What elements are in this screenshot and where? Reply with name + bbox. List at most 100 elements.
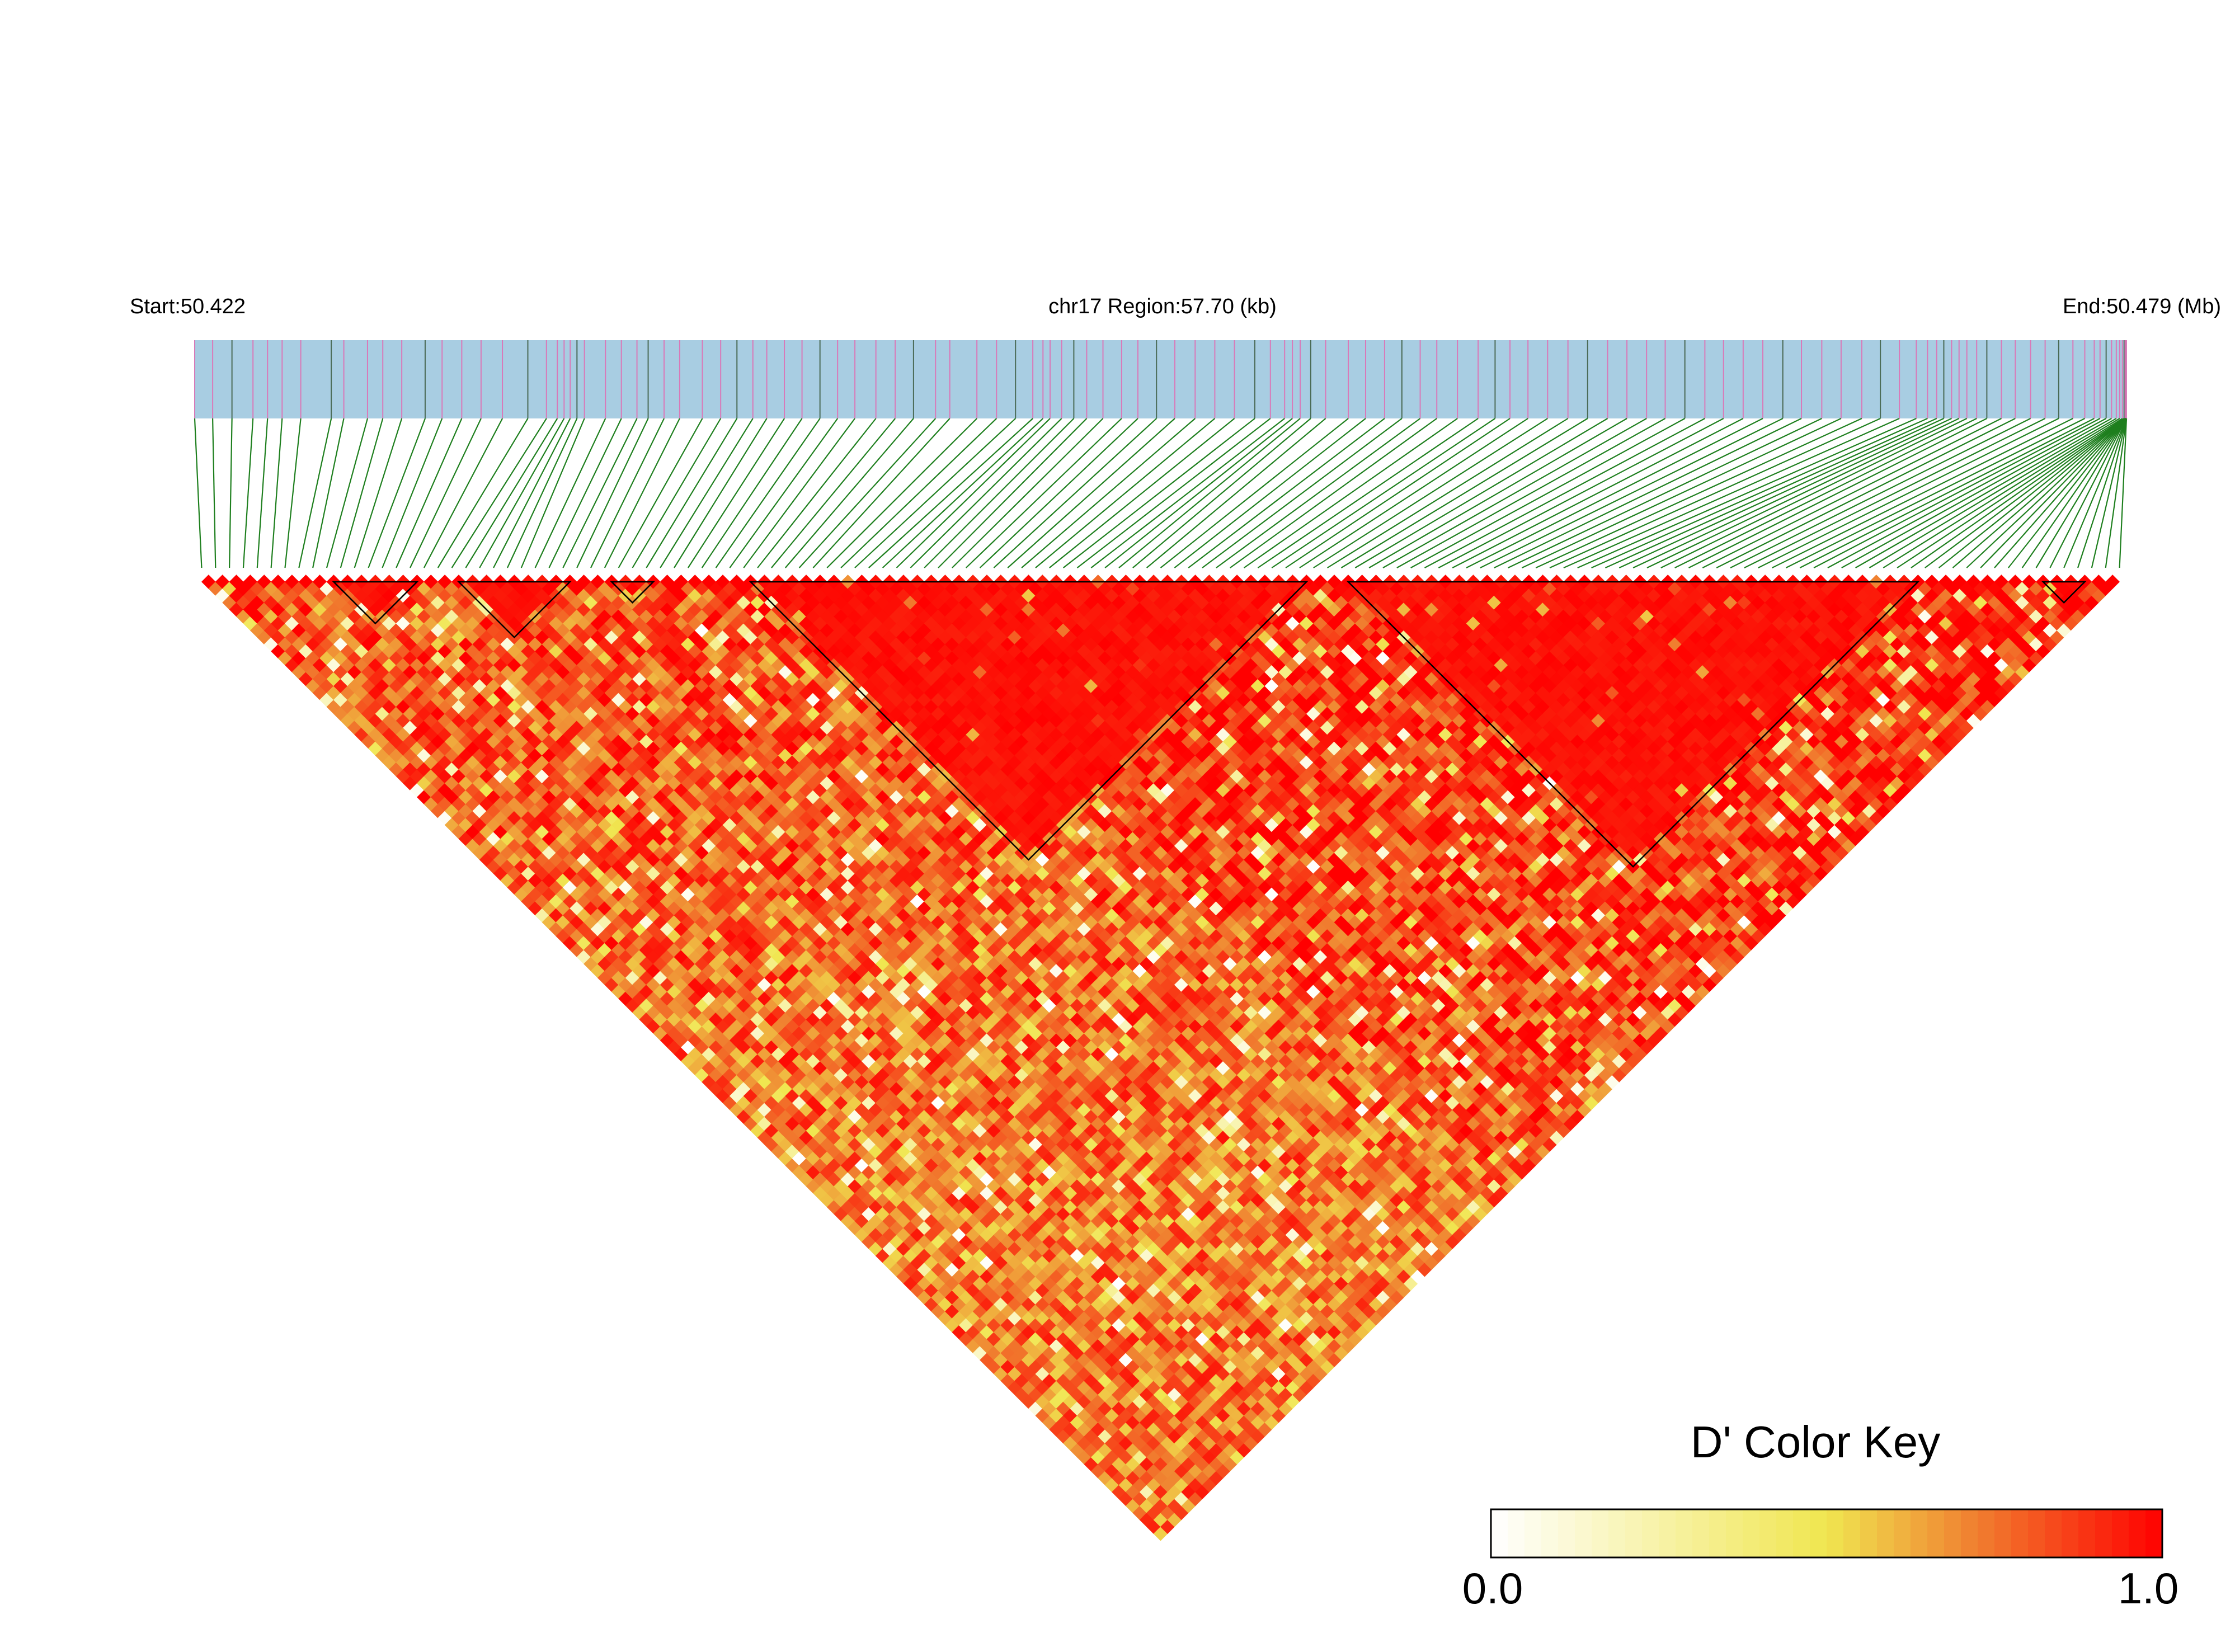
snp-connector (952, 418, 1104, 568)
snp-connector (1438, 418, 1724, 568)
snp-connector (396, 418, 463, 568)
snp-connector (1257, 418, 1479, 568)
snp-connector (1160, 418, 1349, 568)
snp-connector (451, 418, 547, 568)
snp-connector (2105, 418, 2128, 568)
snp-connector (534, 418, 606, 568)
snp-connector (1035, 418, 1216, 568)
snp-connector (618, 418, 703, 568)
snp-connector (1313, 418, 1548, 568)
snp-connector (1646, 418, 1960, 568)
snp-connector (1938, 418, 2126, 568)
snp-connector (2119, 418, 2128, 568)
region-end-label: End:50.479 (Mb) (2063, 295, 2221, 318)
snp-connector (479, 418, 565, 568)
snp-connector (1452, 418, 1744, 568)
snp-connector (1535, 417, 1862, 569)
snp-position-bar (194, 340, 2127, 418)
snp-connector (1883, 418, 2123, 568)
snp-connector (326, 418, 369, 568)
snp-connector (1090, 418, 1285, 568)
snp-connector (1216, 418, 1421, 568)
snp-connector (2035, 418, 2127, 568)
snp-connector (1994, 418, 2127, 568)
snp-connector (646, 418, 738, 568)
snp-connector (660, 418, 754, 568)
snp-connector (910, 418, 1062, 568)
snp-connector (382, 418, 443, 568)
snp-connector (212, 418, 217, 568)
snp-connector (1841, 418, 2112, 568)
snp-connector (194, 418, 203, 568)
snp-connector (674, 418, 768, 568)
snp-connector (757, 418, 877, 568)
snp-connector (1966, 418, 2127, 568)
snp-connector (1618, 418, 1944, 568)
snp-connector (312, 418, 345, 568)
snp-connector (340, 418, 384, 568)
snp-connector (1897, 418, 2125, 568)
snp-connector (1104, 418, 1293, 568)
snp-connector (715, 418, 821, 568)
snp-connector (868, 418, 1033, 568)
snp-connector (242, 418, 254, 568)
snp-bar-background (195, 340, 2126, 418)
snp-connector (1299, 418, 1528, 568)
snp-connector (1952, 418, 2126, 568)
snp-connector (1396, 418, 1666, 568)
snp-connector (1702, 418, 2002, 568)
snp-connector (812, 418, 951, 568)
snp-connector (1354, 418, 1608, 568)
snp-connector (784, 418, 914, 568)
snp-connector (826, 418, 977, 568)
snp-connector (1132, 418, 1311, 568)
snp-connector (520, 418, 585, 568)
snp-connector (729, 418, 839, 568)
snp-connector (1813, 418, 2101, 568)
snp-connector (1021, 418, 1196, 568)
snp-connector (1925, 418, 2126, 568)
snp-connector (1563, 417, 1900, 569)
snp-connector (354, 418, 403, 568)
snp-connector (2091, 418, 2128, 568)
snp-connector (1382, 418, 1647, 568)
snp-connector (1243, 418, 1458, 568)
snp-connector (410, 418, 482, 568)
snp-connector (896, 418, 1051, 568)
snp-connector (1230, 418, 1437, 568)
snp-connector (687, 418, 785, 568)
snp-connector (1521, 418, 1842, 568)
snp-connector (1605, 417, 1937, 569)
snp-connector (1730, 418, 2031, 568)
snp-connector (1785, 418, 2085, 568)
snp-connector (368, 418, 426, 568)
snp-connector (1688, 418, 1987, 568)
snp-connector (1716, 418, 2016, 568)
snp-connector (1466, 418, 1763, 568)
snp-connector (1577, 417, 1917, 569)
snp-connector (854, 418, 1016, 568)
snp-connector (1285, 418, 1511, 568)
snp-connector (882, 418, 1044, 568)
ld-heatmap-cells (201, 575, 2120, 1541)
snp-connector (1188, 418, 1385, 568)
snp-connector (562, 418, 638, 568)
snp-connector (604, 418, 680, 568)
snp-connector (2063, 418, 2128, 568)
snp-connector (1758, 418, 2059, 568)
snp-connector (256, 418, 269, 568)
snp-connector (743, 418, 855, 568)
snp-connector (771, 418, 896, 568)
snp-connector (924, 418, 1075, 568)
snp-connector (1855, 418, 2117, 568)
snp-connector (1744, 418, 2046, 568)
snp-connector (1327, 418, 1569, 568)
snp-connector (437, 418, 529, 568)
snp-connector (1980, 418, 2127, 568)
snp-connector-lines (194, 417, 2128, 569)
snp-connector (506, 418, 578, 568)
snp-connector (1424, 418, 1705, 568)
snp-connector (632, 418, 722, 568)
snp-connector (1772, 418, 2073, 568)
